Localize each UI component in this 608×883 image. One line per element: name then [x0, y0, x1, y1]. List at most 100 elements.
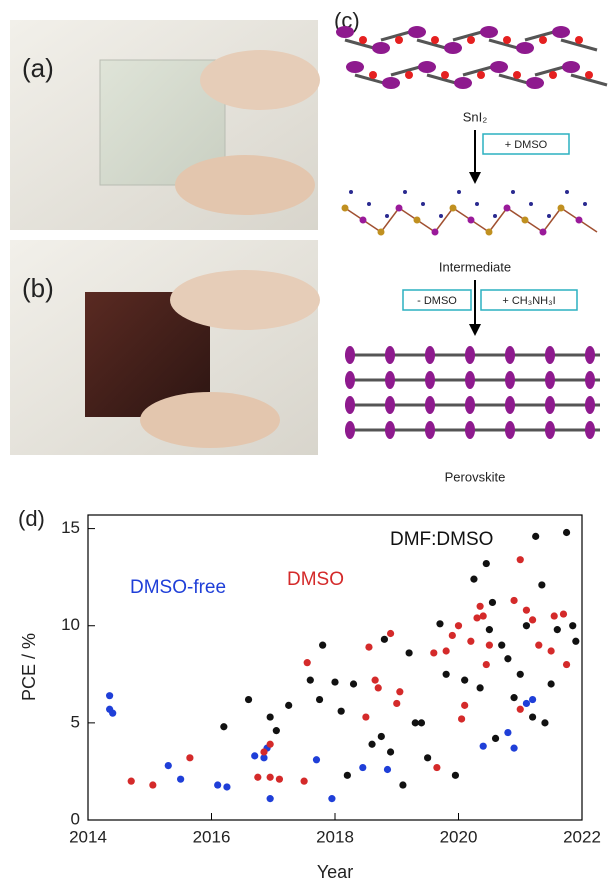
data-point	[223, 783, 230, 790]
data-point	[523, 607, 530, 614]
atom	[360, 217, 367, 224]
atom	[526, 77, 544, 89]
data-point	[483, 661, 490, 668]
data-point	[510, 694, 517, 701]
data-point	[572, 638, 579, 645]
atom	[513, 71, 521, 79]
data-point	[477, 684, 484, 691]
data-point	[372, 677, 379, 684]
data-point	[304, 659, 311, 666]
y-tick-label: 5	[71, 712, 80, 731]
atom	[465, 371, 475, 389]
atom	[480, 26, 498, 38]
data-point	[510, 745, 517, 752]
atom	[345, 371, 355, 389]
data-point	[473, 614, 480, 621]
data-point	[452, 772, 459, 779]
data-point	[381, 636, 388, 643]
atom	[465, 421, 475, 439]
data-point	[436, 620, 443, 627]
data-point	[344, 772, 351, 779]
data-point	[551, 612, 558, 619]
atom	[545, 346, 555, 364]
atom	[345, 396, 355, 414]
data-point	[548, 647, 555, 654]
data-point	[541, 719, 548, 726]
atom	[558, 205, 565, 212]
series-label: DMSO-free	[130, 577, 226, 598]
data-point	[368, 741, 375, 748]
atom	[468, 217, 475, 224]
data-point	[406, 649, 413, 656]
atom	[539, 36, 547, 44]
atom	[414, 217, 421, 224]
data-point	[267, 795, 274, 802]
atom	[450, 205, 457, 212]
reagent-label: - DMSO	[417, 295, 457, 307]
data-point	[430, 649, 437, 656]
data-point	[328, 795, 335, 802]
atom	[522, 217, 529, 224]
atom	[425, 396, 435, 414]
atom	[545, 396, 555, 414]
bond	[381, 208, 399, 232]
series-label: DMSO	[287, 569, 344, 590]
atom	[378, 229, 385, 236]
data-point	[523, 622, 530, 629]
data-point	[517, 556, 524, 563]
atom	[385, 396, 395, 414]
data-point	[458, 715, 465, 722]
data-point	[554, 626, 561, 633]
data-point	[149, 781, 156, 788]
atom	[444, 42, 462, 54]
data-point	[548, 680, 555, 687]
atom	[385, 214, 389, 218]
data-point	[563, 529, 570, 536]
atom	[367, 202, 371, 206]
data-point	[273, 727, 280, 734]
data-point	[267, 774, 274, 781]
atom	[439, 214, 443, 218]
data-point	[418, 719, 425, 726]
data-point	[523, 700, 530, 707]
y-tick-label: 10	[61, 615, 80, 634]
atom	[405, 71, 413, 79]
atom	[441, 71, 449, 79]
page: (a) (b) (c) SnI₂ + DMSO Intermediate - D…	[0, 0, 608, 883]
atom	[562, 61, 580, 73]
data-point	[128, 778, 135, 785]
atom	[359, 36, 367, 44]
data-point	[301, 778, 308, 785]
data-point	[285, 702, 292, 709]
atom	[425, 371, 435, 389]
atom	[547, 214, 551, 218]
photo-b: (b)	[10, 240, 320, 455]
data-point	[563, 661, 570, 668]
data-point	[396, 688, 403, 695]
atom	[576, 217, 583, 224]
data-point	[424, 754, 431, 761]
species-label: SnI₂	[463, 109, 488, 124]
y-tick-label: 0	[71, 809, 80, 828]
atom	[516, 42, 534, 54]
atom	[493, 214, 497, 218]
data-point	[517, 671, 524, 678]
atom	[490, 61, 508, 73]
arrow-head	[469, 172, 481, 184]
atom	[467, 36, 475, 44]
atom	[465, 346, 475, 364]
atom	[545, 371, 555, 389]
data-point	[365, 644, 372, 651]
data-point	[220, 723, 227, 730]
arrow-head	[469, 324, 481, 336]
atom	[385, 371, 395, 389]
data-point	[186, 754, 193, 761]
data-point	[260, 748, 267, 755]
data-point	[350, 680, 357, 687]
data-point	[455, 622, 462, 629]
atom	[385, 421, 395, 439]
data-point	[517, 706, 524, 713]
atom	[385, 346, 395, 364]
atom	[477, 71, 485, 79]
data-point	[106, 692, 113, 699]
